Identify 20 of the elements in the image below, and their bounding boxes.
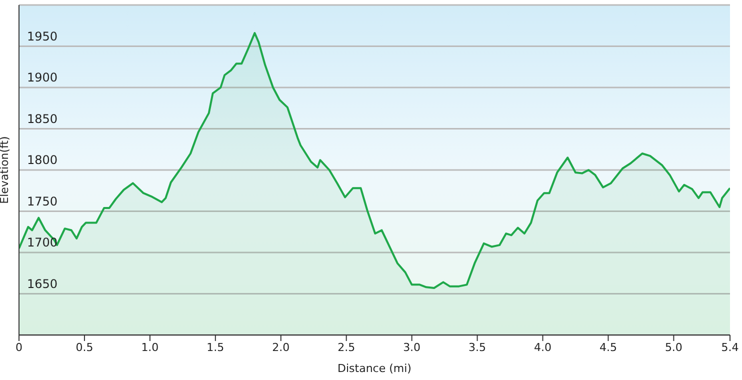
x-tick-label: 2.0: [272, 340, 290, 354]
y-axis-title: Elevation(ft): [0, 136, 11, 204]
x-tick-label: 3.5: [468, 340, 486, 354]
y-tick-label: 1750: [27, 194, 58, 208]
x-tick-label: 0.5: [76, 340, 94, 354]
x-tick-label: 1.5: [206, 340, 224, 354]
y-tick-label: 1950: [27, 29, 58, 44]
y-tick-label: 1900: [27, 70, 58, 84]
x-tick-label: 0: [16, 340, 22, 354]
y-tick-label: 1800: [27, 153, 58, 167]
x-axis-title: Distance (mi): [338, 362, 412, 375]
x-tick-label: 1.0: [141, 340, 159, 354]
x-tick-label: 4.0: [534, 340, 552, 354]
x-tick-label: 5.4: [721, 340, 739, 354]
x-tick-label: 3.0: [403, 340, 421, 354]
x-tick-label: 2.5: [338, 340, 356, 354]
x-tick-label: 4.5: [599, 340, 617, 354]
y-tick-label: 1650: [27, 276, 58, 291]
y-tick-label: 1850: [27, 112, 58, 126]
x-tick-label: 5.0: [664, 340, 682, 354]
